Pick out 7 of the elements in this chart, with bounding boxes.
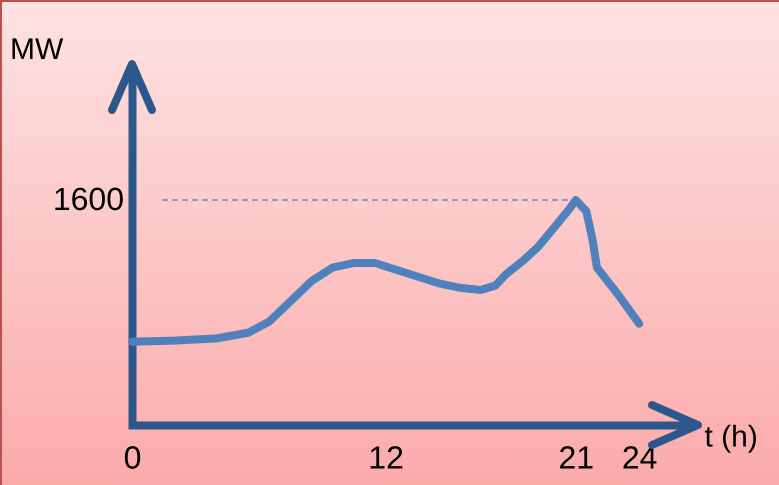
y-axis-title: MW <box>10 33 64 66</box>
x-axis-title: t (h) <box>704 420 758 454</box>
text: 1600 <box>52 181 124 217</box>
x-tick-label: 24 <box>622 440 658 476</box>
x-tick-label: 12 <box>368 440 404 476</box>
x-tick-label: 0 <box>124 440 142 476</box>
x-tick-label: 21 <box>558 440 594 476</box>
